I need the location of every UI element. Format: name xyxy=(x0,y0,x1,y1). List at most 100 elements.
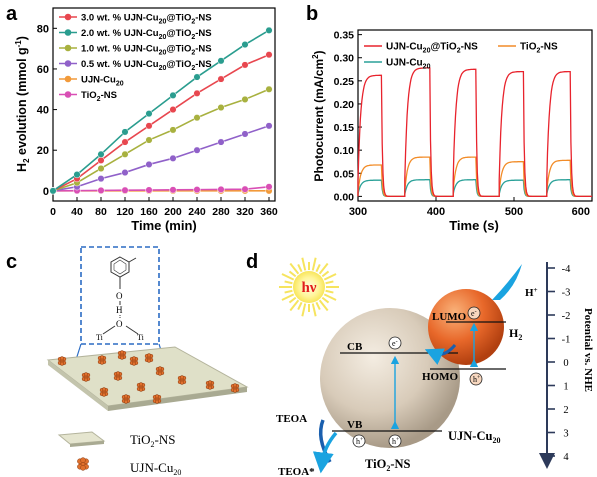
molecule-ti-1: Ti xyxy=(96,333,104,342)
chart-a-point xyxy=(73,171,81,179)
chart-a-point xyxy=(241,185,249,193)
chart-a-legend-label: 1.0 wt. % UJN-Cu20@TiO2-NS xyxy=(81,44,212,57)
chart-a-point xyxy=(169,91,177,99)
cluster-ball xyxy=(59,356,65,361)
cb-electron xyxy=(388,336,402,350)
chart-a-series-line xyxy=(52,53,270,192)
chart-a-point xyxy=(217,185,225,193)
chart-b-ytick-label: 0.30 xyxy=(334,53,355,65)
teoa-oxidation-arrow xyxy=(312,431,338,474)
sun-ray xyxy=(325,289,334,294)
sun-ray xyxy=(318,262,329,275)
tio2-sphere xyxy=(320,308,460,448)
chart-b-xtick-label: 400 xyxy=(427,206,445,218)
potential-tick-label: -4 xyxy=(562,264,571,275)
chart-a-xtick-label: 200 xyxy=(164,206,182,218)
chart-a-xtick-label: 320 xyxy=(236,206,254,218)
cluster-ball xyxy=(101,392,107,397)
chart-b-ytick-label: 0.20 xyxy=(334,99,355,111)
chart-b-ytick-label: 0.00 xyxy=(334,191,355,203)
chart-a-ytick-label: 0 xyxy=(43,186,49,198)
chart-a-xtick-label: 280 xyxy=(212,206,230,218)
chart-a-point xyxy=(97,156,105,164)
chart-b: 0.00 0.05 0.10 0.15 0.20 0.25 0.30 0.35 300 400 5… xyxy=(311,29,593,233)
cluster-ball xyxy=(157,371,163,376)
lumo-electron-label: e- xyxy=(471,309,477,318)
cluster-ball xyxy=(154,399,160,404)
panel-c-schematic: O H O Ti Ti TiO2-NS UJN-Cu20 xyxy=(46,246,249,477)
sun-ray xyxy=(311,257,317,271)
chart-a-point xyxy=(121,150,129,158)
chart-a-point xyxy=(265,85,273,93)
chart-a-point xyxy=(241,95,249,103)
chart-a-xtick-label: 80 xyxy=(95,206,107,218)
chart-a-point xyxy=(145,122,153,130)
electron-transfer-arrow xyxy=(424,344,457,365)
chart-a-point xyxy=(121,128,129,136)
chart-a-point xyxy=(145,186,153,194)
h2-reaction-arrow xyxy=(492,264,522,300)
sun-ray xyxy=(323,293,337,301)
chart-a-yaxis: 0 20 40 60 80 xyxy=(37,23,57,198)
chart-a-series-line xyxy=(52,125,270,192)
cluster-ball xyxy=(131,361,137,366)
sun-ray xyxy=(297,301,303,310)
chart-b-xlabel: Time (s) xyxy=(449,218,499,233)
homo-hole-label: h+ xyxy=(473,375,481,384)
chart-a-ytick-label: 20 xyxy=(37,145,49,157)
cluster-ball xyxy=(131,356,137,361)
chart-a: 0 20 40 60 80 0 40 80 120 160 200 240 280 320 360 3.0… xyxy=(14,7,278,233)
cluster-ball xyxy=(115,371,121,376)
ti-bond-left xyxy=(102,325,116,335)
sun-disc xyxy=(293,271,325,303)
cluster-ball xyxy=(232,383,238,388)
hplus-label: H+ xyxy=(525,286,538,299)
chart-a-legend-label: TiO2-NS xyxy=(81,90,117,103)
sun-ray xyxy=(325,280,334,285)
chart-a-point xyxy=(121,169,129,177)
cluster-ball xyxy=(99,360,105,365)
sun-ray xyxy=(297,264,303,273)
chart-a-point xyxy=(49,187,57,195)
chart-b-series xyxy=(357,67,592,198)
chart-a-point xyxy=(97,164,105,173)
chart-b-series-line xyxy=(357,156,592,198)
vb-hole-1 xyxy=(352,434,366,448)
cluster-ball xyxy=(59,361,65,366)
panel-d-schematic: hν CB VB LUMO HOMO e- h+ h+ e- h+ xyxy=(276,257,594,477)
cluster-ball xyxy=(123,394,129,399)
potential-tick-label: 4 xyxy=(563,452,569,463)
chart-a-legend-marker xyxy=(64,29,72,36)
homo-label: HOMO xyxy=(422,371,458,383)
cluster-ball xyxy=(119,350,125,355)
chart-a-point xyxy=(97,175,105,183)
chart-a-point xyxy=(193,89,201,97)
chart-a-ylabel: H2 evolution (mmol g-1) xyxy=(14,36,31,172)
chart-a-point xyxy=(265,122,273,130)
chart-a-legend-marker xyxy=(64,13,72,21)
chart-a-ytick-label: 80 xyxy=(37,23,49,35)
chart-a-point xyxy=(265,51,273,59)
panel-label-c: c xyxy=(6,251,17,273)
chart-b-legend-label: UJN-Cu20 xyxy=(386,58,431,71)
chart-b-legend-label: TiO2-NS xyxy=(520,42,558,55)
chart-a-point xyxy=(145,136,153,144)
chart-a-legend-label: UJN-Cu20 xyxy=(81,75,124,88)
sun-ray xyxy=(318,299,329,312)
sun-ray xyxy=(301,303,307,317)
sun-ray xyxy=(321,296,330,304)
lumo-electron xyxy=(467,306,481,320)
benzene-inner xyxy=(113,259,127,275)
potential-axis-label: Potential vs. NHE xyxy=(582,308,594,392)
potential-tick-label: -1 xyxy=(562,335,571,346)
chart-a-point xyxy=(265,183,273,191)
chart-a-series-line xyxy=(52,185,270,192)
sun-ray xyxy=(323,273,337,281)
chart-a-legend-marker xyxy=(64,44,72,52)
ujn-sphere xyxy=(428,289,504,365)
potential-tick-label: -2 xyxy=(562,311,571,322)
lumo-label: LUMO xyxy=(432,311,467,323)
cluster-ball xyxy=(119,355,125,360)
chart-a-legend: 3.0 wt. % UJN-Cu20@TiO2-NS 2.0 wt. % UJN-… xyxy=(59,13,212,103)
